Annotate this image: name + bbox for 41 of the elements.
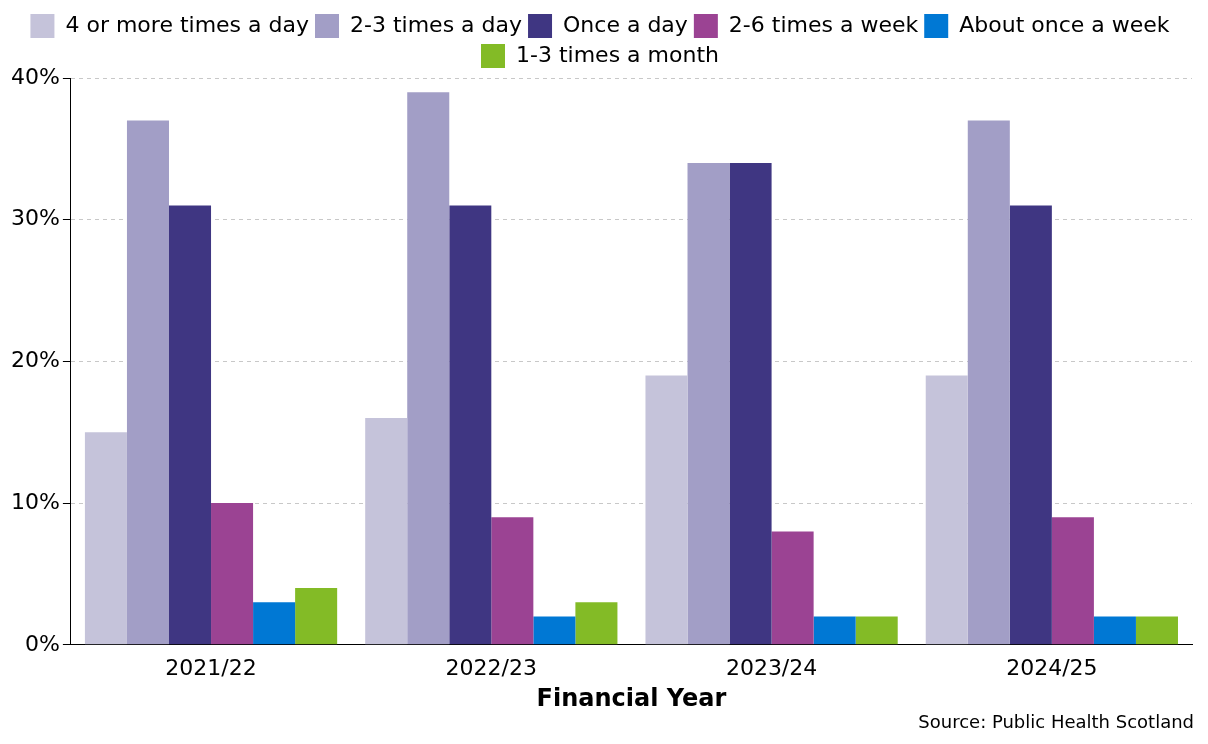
bar — [533, 616, 576, 645]
bar — [729, 163, 772, 645]
bar — [295, 588, 338, 645]
legend-label: 4 or more times a day — [65, 11, 310, 37]
y-tick-label: 30% — [10, 205, 60, 231]
x-tick-label: 2024/25 — [1006, 654, 1098, 680]
bar — [126, 120, 169, 645]
bar — [1135, 616, 1178, 645]
bar — [687, 163, 730, 645]
bar — [84, 432, 127, 645]
bar — [813, 616, 856, 645]
bar — [925, 375, 968, 645]
bar — [645, 375, 688, 645]
legend-label: 2-6 times a week — [728, 11, 919, 37]
bar — [855, 616, 898, 645]
bar — [491, 517, 534, 645]
bar — [253, 602, 296, 645]
x-tick-label: 2022/23 — [445, 654, 538, 680]
x-axis-title: Financial Year — [536, 683, 727, 712]
y-tick-label: 20% — [10, 347, 60, 373]
bar — [449, 205, 492, 645]
bar — [365, 418, 408, 645]
bar — [575, 602, 618, 645]
legend-label: About once a week — [959, 11, 1170, 37]
legend-label: Once a day — [563, 11, 688, 37]
bar — [407, 92, 450, 645]
bar — [1051, 517, 1094, 645]
bar — [967, 120, 1010, 645]
y-tick-label: 10% — [10, 488, 60, 514]
x-tick-label: 2021/22 — [165, 654, 257, 680]
legend-label: 2-3 times a day — [350, 11, 523, 37]
x-tick-label: 2023/24 — [725, 654, 818, 680]
bar — [169, 205, 212, 645]
bar — [771, 531, 814, 645]
bar — [1093, 616, 1136, 645]
y-tick-label: 0% — [24, 630, 60, 656]
legend-label: 1-3 times a month — [516, 41, 719, 67]
y-tick-label: 40% — [10, 63, 60, 89]
source-note: Source: Public Health Scotland — [918, 710, 1194, 732]
bar — [1009, 205, 1052, 645]
bar — [211, 503, 254, 645]
